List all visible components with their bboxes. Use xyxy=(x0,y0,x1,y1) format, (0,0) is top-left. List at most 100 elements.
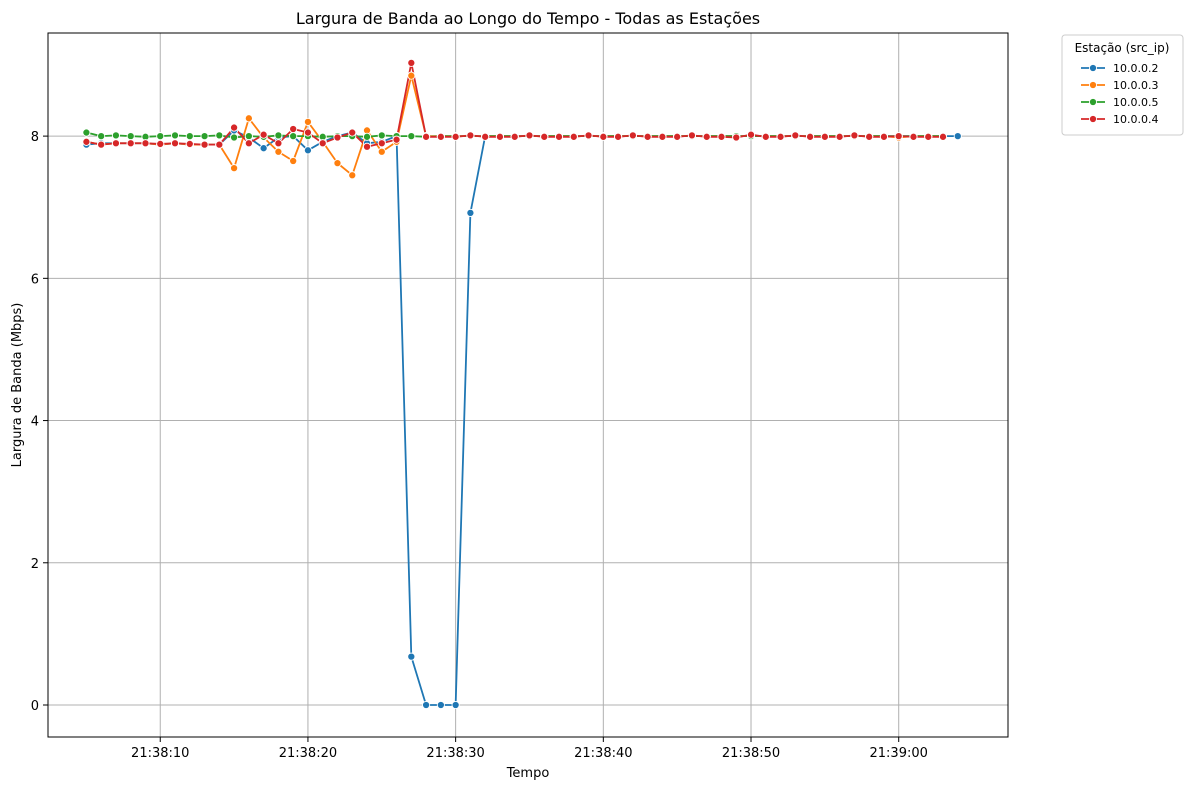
data-point-10.0.0.4 xyxy=(938,132,948,141)
x-tick-label: 21:38:20 xyxy=(279,746,337,761)
data-point-10.0.0.4 xyxy=(806,132,815,141)
legend-marker-10.0.0.3 xyxy=(1088,80,1098,90)
data-point-10.0.0.3 xyxy=(377,147,386,156)
y-axis-ticks: 0 2 4 6 8 xyxy=(31,130,48,714)
data-point-10.0.0.4 xyxy=(141,139,150,148)
data-point-10.0.0.5 xyxy=(289,132,298,141)
data-point-10.0.0.4 xyxy=(466,131,475,140)
data-point-10.0.0.4 xyxy=(791,131,800,140)
data-point-10.0.0.5 xyxy=(126,132,135,141)
data-point-10.0.0.4 xyxy=(392,135,401,144)
data-point-10.0.0.4 xyxy=(111,139,120,148)
data-point-10.0.0.4 xyxy=(510,132,519,141)
plot-frame xyxy=(47,32,1009,738)
y-tick-label: 4 xyxy=(31,415,39,430)
data-point-10.0.0.4 xyxy=(451,132,460,141)
x-axis-ticks: 21:38:10 21:38:20 21:38:30 21:38:40 21:38:50… xyxy=(131,737,928,761)
data-point-10.0.0.3 xyxy=(274,147,283,156)
data-point-10.0.0.2 xyxy=(436,700,445,710)
legend-marker-10.0.0.2 xyxy=(1088,63,1098,73)
x-axis-label: Tempo xyxy=(506,766,550,781)
data-point-10.0.0.4 xyxy=(746,130,756,139)
data-point-10.0.0.5 xyxy=(362,132,372,141)
x-tick-label: 21:38:30 xyxy=(426,746,484,761)
data-point-10.0.0.4 xyxy=(879,132,888,141)
data-point-10.0.0.4 xyxy=(348,128,357,137)
y-tick-label: 6 xyxy=(31,272,39,287)
data-point-10.0.0.4 xyxy=(82,137,91,146)
data-point-10.0.0.4 xyxy=(289,124,298,134)
data-point-10.0.0.4 xyxy=(554,132,564,141)
data-point-10.0.0.5 xyxy=(82,128,91,137)
series-markers xyxy=(82,58,962,710)
y-tick-label: 2 xyxy=(31,557,39,572)
data-point-10.0.0.4 xyxy=(495,132,504,141)
data-point-10.0.0.4 xyxy=(584,131,593,140)
data-point-10.0.0.5 xyxy=(111,131,120,140)
data-point-10.0.0.4 xyxy=(126,139,135,148)
y-tick-label: 0 xyxy=(31,699,39,714)
data-point-10.0.0.4 xyxy=(215,140,224,149)
chart-title: Largura de Banda ao Longo do Tempo - Tod… xyxy=(296,9,760,28)
data-point-10.0.0.3 xyxy=(303,117,312,126)
data-point-10.0.0.2 xyxy=(303,146,312,155)
data-point-10.0.0.5 xyxy=(215,131,224,140)
data-point-10.0.0.4 xyxy=(274,139,283,148)
data-point-10.0.0.4 xyxy=(185,139,194,148)
x-tick-label: 21:38:50 xyxy=(722,746,780,761)
legend-title: Estação (src_ip) xyxy=(1075,41,1170,55)
data-point-10.0.0.4 xyxy=(481,132,490,141)
data-point-10.0.0.4 xyxy=(318,139,327,148)
data-point-10.0.0.4 xyxy=(259,130,268,139)
data-point-10.0.0.4 xyxy=(850,131,859,140)
legend-label: 10.0.0.2 xyxy=(1113,62,1158,75)
data-point-10.0.0.4 xyxy=(909,132,918,141)
legend-frame xyxy=(1061,34,1184,136)
data-point-10.0.0.4 xyxy=(702,132,711,141)
data-point-10.0.0.4 xyxy=(865,132,874,141)
data-point-10.0.0.4 xyxy=(687,131,696,140)
data-point-10.0.0.4 xyxy=(820,132,829,141)
data-point-10.0.0.3 xyxy=(230,164,239,173)
data-point-10.0.0.3 xyxy=(407,71,416,80)
legend-items: 10.0.0.2 10.0.0.3 10.0.0.5 10.0.0.4 xyxy=(1081,62,1158,126)
data-point-10.0.0.3 xyxy=(244,114,253,123)
data-point-10.0.0.4 xyxy=(362,142,372,151)
data-point-10.0.0.4 xyxy=(540,132,549,141)
y-axis-label: Largura de Banda (Mbps) xyxy=(10,303,25,468)
data-point-10.0.0.5 xyxy=(170,131,180,140)
data-point-10.0.0.4 xyxy=(303,128,312,137)
data-point-10.0.0.4 xyxy=(643,132,652,141)
legend-marker-10.0.0.5 xyxy=(1088,97,1098,107)
data-point-10.0.0.2 xyxy=(466,208,475,217)
data-point-10.0.0.5 xyxy=(377,131,386,140)
plot-area xyxy=(48,33,1008,737)
data-point-10.0.0.4 xyxy=(156,139,165,148)
data-point-10.0.0.5 xyxy=(274,131,283,140)
data-point-10.0.0.4 xyxy=(333,133,342,142)
data-point-10.0.0.2 xyxy=(451,700,460,710)
data-point-10.0.0.4 xyxy=(673,132,682,141)
data-point-10.0.0.2 xyxy=(953,132,962,141)
data-point-10.0.0.2 xyxy=(407,652,416,661)
data-point-10.0.0.5 xyxy=(185,132,194,141)
legend-label: 10.0.0.4 xyxy=(1113,113,1158,126)
legend-label: 10.0.0.3 xyxy=(1113,79,1158,92)
y-tick-label: 8 xyxy=(31,130,39,145)
data-point-10.0.0.5 xyxy=(97,132,106,141)
data-point-10.0.0.4 xyxy=(761,132,770,141)
data-point-10.0.0.4 xyxy=(776,132,785,141)
legend-marker-10.0.0.4 xyxy=(1088,114,1098,124)
data-point-10.0.0.4 xyxy=(717,132,726,141)
legend-label: 10.0.0.5 xyxy=(1113,96,1158,109)
data-point-10.0.0.2 xyxy=(259,144,268,153)
x-tick-label: 21:38:10 xyxy=(131,746,189,761)
x-tick-label: 21:39:00 xyxy=(870,746,928,761)
data-point-10.0.0.4 xyxy=(658,132,667,141)
data-point-10.0.0.4 xyxy=(628,131,637,140)
data-point-10.0.0.3 xyxy=(289,156,298,166)
data-point-10.0.0.4 xyxy=(924,132,933,141)
data-point-10.0.0.3 xyxy=(333,159,342,168)
data-point-10.0.0.4 xyxy=(599,132,608,141)
